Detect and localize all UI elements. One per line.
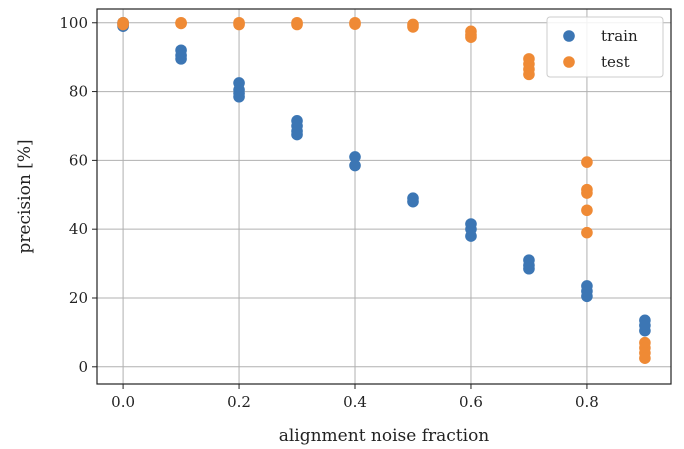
x-tick-label: 0.4 <box>343 393 367 411</box>
point-test <box>233 18 245 31</box>
point-test <box>581 156 593 168</box>
point-train <box>407 195 419 208</box>
point-test <box>639 352 651 364</box>
x-tick-label: 0.6 <box>459 393 483 411</box>
plot-frame <box>96 8 672 385</box>
point-test <box>291 18 303 31</box>
point-test <box>523 68 535 81</box>
point-train <box>291 128 303 141</box>
series-test <box>117 16 651 364</box>
point-train <box>175 53 187 65</box>
point-train <box>349 159 361 172</box>
x-tick-label: 0.8 <box>575 393 599 411</box>
x-tick-label: 0.2 <box>227 393 251 411</box>
point-train <box>581 290 593 303</box>
legend-label-train: train <box>601 27 638 45</box>
point-train <box>233 90 245 103</box>
legend: train test <box>546 16 664 78</box>
legend-marker-train <box>563 30 575 42</box>
point-train <box>639 324 651 337</box>
point-train <box>523 262 535 275</box>
point-test <box>465 31 477 44</box>
point-test <box>581 204 593 217</box>
y-tick-label: 100 <box>59 14 88 32</box>
y-tick-label: 60 <box>69 151 88 169</box>
legend-marker-test <box>563 56 575 68</box>
point-test <box>117 18 129 31</box>
point-test <box>581 226 593 239</box>
point-train <box>465 230 477 242</box>
legend-label-test: test <box>601 53 630 71</box>
x-tick-label: 0.0 <box>111 393 135 411</box>
x-axis-label: alignment noise fraction <box>279 426 490 446</box>
y-tick-label: 0 <box>78 358 88 376</box>
point-test <box>175 17 187 30</box>
data-points <box>117 16 651 364</box>
legend-box <box>546 16 664 78</box>
y-axis-label: precision [%] <box>15 139 35 253</box>
point-test <box>349 18 361 30</box>
y-tick-label: 40 <box>69 220 88 238</box>
point-train <box>349 151 361 163</box>
axis-ticks: 0.0 0.2 0.4 0.6 0.8 0 20 40 60 80 100 <box>59 14 598 411</box>
point-test <box>581 187 593 199</box>
y-tick-label: 80 <box>69 83 88 101</box>
y-tick-label: 20 <box>69 289 88 307</box>
point-test <box>407 21 419 33</box>
